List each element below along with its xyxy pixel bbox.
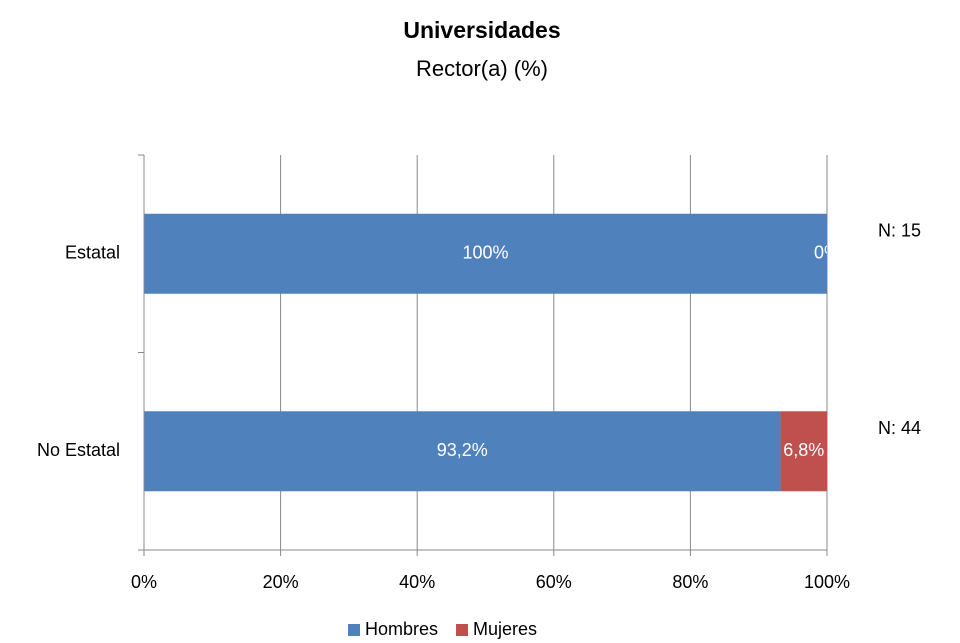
x-tick-label: 20% [263, 572, 299, 592]
bar-segment [144, 411, 781, 492]
legend-label: Hombres [365, 619, 438, 639]
legend-label: Mujeres [473, 619, 537, 639]
x-tick-label: 100% [804, 572, 850, 592]
data-label: 0% [814, 243, 840, 263]
x-tick-label: 80% [672, 572, 708, 592]
data-label: 100% [462, 243, 508, 263]
annotation: N: 15 [878, 221, 921, 241]
chart-subtitle: Rector(a) (%) [416, 56, 548, 81]
axes: 0% 20% 40% 60% 80% 100% Estatal No Estatal [37, 154, 850, 592]
value-labels: 100% 0% 93,2% 6,8% [437, 243, 840, 461]
x-tick-label: 40% [399, 572, 435, 592]
legend-swatch [456, 624, 469, 636]
bar-segment [144, 213, 827, 294]
y-tick-label: No Estatal [37, 440, 120, 460]
x-tick-label: 60% [536, 572, 572, 592]
bars [144, 213, 827, 492]
data-label: 93,2% [437, 440, 488, 460]
data-label: 6,8% [783, 440, 824, 460]
x-tick-label: 0% [131, 572, 157, 592]
y-tick-label: Estatal [65, 243, 120, 263]
annotation: N: 44 [878, 418, 921, 438]
chart-title: Universidades [403, 17, 560, 43]
bar-segment [780, 411, 827, 492]
legend-swatch [348, 624, 360, 636]
